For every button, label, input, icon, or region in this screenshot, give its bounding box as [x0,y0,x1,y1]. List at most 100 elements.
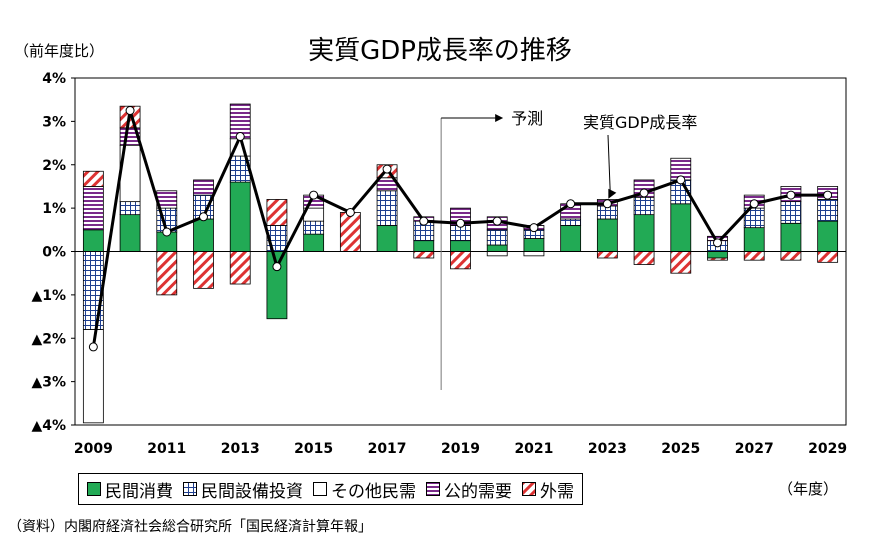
bar-segment-other-2009 [82,329,104,424]
legend-swatch-consumption [87,482,101,496]
gdp-callout-arrowhead [608,188,617,199]
x-tick-label: 2019 [441,441,480,457]
bar-segment-external-2012 [193,251,214,289]
y-tick-label: 4% [42,71,66,87]
x-tick-label: 2027 [735,441,774,457]
bar-segment-consumption-2021 [523,238,545,252]
bar-segment-other-2020 [486,251,508,257]
bar-segment-consumption-2025 [670,203,692,252]
bar-segment-public-2009 [82,186,104,231]
bar-segment-consumption-2010 [119,214,141,252]
bar-segment-external-2028 [780,251,802,261]
legend-item-other: その他民需 [313,477,416,502]
bar-segment-investment-2022 [560,218,582,226]
y-tick-label: 0% [42,245,66,261]
legend-label-consumption: 民間消費 [105,481,173,502]
bar-segment-external-2011 [156,251,178,296]
gdp-point-2027 [749,199,759,209]
y-axis-unit-label: （前年度比） [14,42,105,60]
chart-title: 実質GDP成長率の推移 [308,36,572,66]
legend-label-investment: 民間設備投資 [201,481,303,502]
legend-item-public: 公的需要 [426,477,512,502]
gdp-point-2017 [382,164,392,174]
bar-segment-external-2014 [266,199,288,226]
y-tick-label: 1% [42,201,66,217]
gdp-point-2021 [529,223,539,233]
gdp-point-2014 [272,262,282,272]
bar-segment-consumption-2020 [486,244,508,252]
gdp-point-2011 [162,227,172,237]
bar-segment-external-2024 [633,251,655,265]
gdp-point-2028 [786,190,796,200]
legend-swatch-investment [183,482,197,496]
legend-item-consumption: 民間消費 [87,477,173,502]
gdp-point-2013 [235,132,245,142]
y-tick-label: 3% [42,114,66,130]
x-tick-label: 2025 [661,441,700,457]
gdp-point-2025 [676,175,686,185]
gdp-point-2010 [125,106,135,116]
bar-segment-consumption-2029 [817,220,839,252]
y-tick-label: ▲1% [31,288,66,304]
bar-segment-consumption-2022 [560,225,582,252]
gdp-point-2009 [88,342,98,352]
y-tick-label: ▲3% [31,375,66,391]
bar-segment-consumption-2028 [780,222,802,252]
bar-segment-external-2023 [596,251,618,259]
bar-segment-external-2029 [817,251,839,263]
legend: 民間消費 民間設備投資 その他民需 公的需要 外需 [78,473,583,505]
y-tick-label: ▲4% [31,418,66,434]
gdp-point-2020 [492,216,502,226]
legend-item-external: 外需 [522,477,574,502]
bar-segment-external-2013 [229,251,251,285]
bar-segment-external-2018 [413,251,435,259]
x-tick-label: 2015 [294,441,333,457]
gdp-line-label: 実質GDP成長率 [583,113,697,132]
bar-segment-consumption-2024 [633,214,655,252]
x-axis-unit-label: （年度） [778,480,839,498]
bar-segment-external-2009 [82,170,104,187]
gdp-point-2015 [309,190,319,200]
gdp-point-2029 [823,190,833,200]
gdp-point-2024 [639,188,649,198]
legend-item-investment: 民間設備投資 [183,477,303,502]
bar-segment-investment-2015 [303,220,325,235]
gdp-callout-line [607,134,611,196]
forecast-label: 予測 [511,109,543,128]
bar-segment-external-2025 [670,251,692,274]
bar-segment-investment-2020 [486,229,508,246]
legend-label-external: 外需 [540,481,574,502]
x-tick-label: 2013 [221,441,260,457]
bar-segment-consumption-2018 [413,240,435,252]
bar-segment-investment-2029 [817,199,839,222]
bar-segment-consumption-2012 [193,218,214,252]
bar-segment-consumption-2013 [229,181,251,252]
bar-segment-public-2012 [193,179,214,196]
forecast-arrow-head [495,114,504,122]
bar-segment-investment-2010 [119,201,141,216]
legend-swatch-other [313,482,327,496]
gdp-point-2022 [566,199,576,209]
legend-label-public: 公的需要 [444,481,512,502]
bar-segment-consumption-2023 [596,218,618,252]
bar-segment-investment-2028 [780,201,802,224]
x-tick-label: 2017 [368,441,407,457]
bar-segment-external-2019 [450,251,471,270]
bar-segment-external-2027 [743,251,765,261]
x-tick-label: 2023 [588,441,627,457]
x-tick-label: 2021 [514,441,553,457]
bar-segment-consumption-2015 [303,233,325,252]
bar-segment-investment-2024 [633,196,655,216]
gdp-point-2012 [199,212,208,222]
x-tick-label: 2009 [74,441,113,457]
bar-segment-consumption-2019 [450,240,471,252]
bar-segment-investment-2017 [376,190,398,226]
gdp-point-2016 [345,207,355,217]
legend-swatch-external [522,482,536,496]
legend-swatch-public [426,482,440,496]
x-tick-label: 2029 [808,441,847,457]
bar-segment-consumption-2017 [376,225,398,252]
y-tick-label: 2% [42,158,66,174]
legend-label-other: その他民需 [331,481,416,502]
